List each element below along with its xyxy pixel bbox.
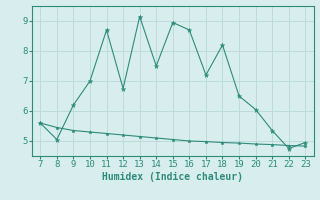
- X-axis label: Humidex (Indice chaleur): Humidex (Indice chaleur): [102, 172, 243, 182]
